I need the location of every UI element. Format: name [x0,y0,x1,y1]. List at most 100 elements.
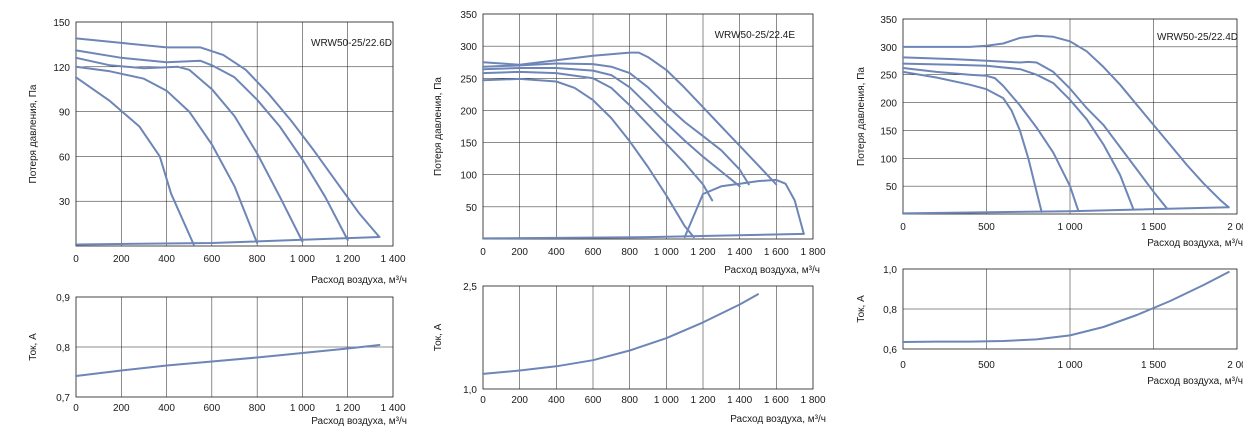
series-line [482,293,759,375]
x-tick-label: 400 [158,254,175,265]
series-line [482,62,750,186]
x-tick-label: 400 [548,247,565,258]
x-tick-label: 400 [548,395,565,406]
y-tick-label: 0,8 [56,343,70,354]
x-tick-label: 400 [158,403,175,414]
x-tick-label: 1 000 [1057,360,1082,371]
x-tick-label: 0 [900,222,906,233]
model-title: WRW50-25/22.6D [311,38,392,49]
series-line [75,37,381,238]
x-tick-label: 800 [621,395,638,406]
y-tick-label: 2,5 [463,282,477,293]
model-title: WRW50-25/22.4E [715,30,796,41]
plot-frame [482,13,814,240]
x-tick-label: 500 [978,222,995,233]
series-line [902,67,1080,212]
y-tick-label: 200 [460,106,477,117]
y-tick-label: 0,7 [56,393,70,404]
x-tick-label: 1 400 [727,395,752,406]
y-tick-label: 150 [53,18,70,29]
plot-frame [482,285,814,390]
x-tick-label: 0 [73,403,79,414]
y-tick-label: 50 [886,182,898,193]
y-tick-label: 0,9 [56,293,70,304]
x-tick-label: 1 800 [800,247,825,258]
series-line [75,65,259,244]
series-line [482,51,778,186]
model-title: WRW50-25/22.4D [1157,32,1238,43]
x-tick-label: 1 500 [1141,222,1166,233]
series-line [482,232,805,240]
x-tick-label: 1 400 [380,403,405,414]
x-tick-label: 1 200 [335,403,360,414]
x-tick-label: 0 [480,395,486,406]
series-line [75,49,349,241]
y-tick-label: 50 [466,203,478,214]
x-tick-label: 600 [204,403,221,414]
y-axis-label: Потеря давления, Па [856,67,867,166]
series-line [902,62,1135,211]
y-tick-label: 30 [59,197,71,208]
x-tick-label: 200 [113,254,130,265]
series-line [75,344,381,377]
series-line [482,70,714,202]
x-tick-label: 200 [511,247,528,258]
x-tick-label: 800 [249,254,266,265]
series-line [482,77,695,239]
x-axis-label: Расход воздуха, м³/ч [311,275,407,286]
y-axis-label: Потеря давления, Па [433,77,444,176]
x-tick-label: 800 [249,403,266,414]
y-tick-label: 250 [880,71,897,82]
y-tick-label: 200 [880,99,897,110]
x-axis-label: Расход воздуха, м³/ч [1147,376,1243,387]
x-tick-label: 0 [900,360,906,371]
y-tick-label: 100 [460,171,477,182]
x-tick-label: 2 00 [1227,360,1243,371]
y-axis-label: Ток, А [856,295,867,323]
x-tick-label: 1 000 [290,403,315,414]
x-tick-label: 1 200 [690,395,715,406]
y-tick-label: 60 [59,152,71,163]
x-axis-label: Расход воздуха, м³/ч [311,416,407,427]
y-axis-label: Ток, А [28,333,39,361]
series-line [902,56,1168,210]
x-tick-label: 600 [204,254,221,265]
series-line [902,70,1043,213]
x-tick-label: 800 [621,247,638,258]
x-tick-label: 0 [480,247,486,258]
x-tick-label: 0 [73,254,79,265]
x-axis-label: Расход воздуха, м³/ч [1147,238,1243,249]
x-axis-label: Расход воздуха, м³/ч [724,265,820,276]
series-line [75,76,195,246]
x-tick-label: 600 [585,247,602,258]
x-tick-label: 200 [511,395,528,406]
series-line [902,34,1230,209]
x-tick-label: 1 000 [290,254,315,265]
series-line [482,67,741,188]
plot-frame [75,21,394,247]
y-tick-label: 300 [880,43,897,54]
x-tick-label: 1 000 [654,395,679,406]
y-tick-label: 150 [880,126,897,137]
x-tick-label: 1 500 [1141,360,1166,371]
x-tick-label: 1 000 [1057,222,1082,233]
y-tick-label: 1,0 [883,265,897,276]
x-tick-label: 200 [113,403,130,414]
series-line [902,206,1230,215]
x-tick-label: 1 000 [654,247,679,258]
y-tick-label: 350 [460,10,477,21]
series-line [75,236,381,246]
x-tick-label: 1 600 [764,395,789,406]
y-axis-label: Потеря давления, Па [28,84,39,183]
x-tick-label: 2 00 [1227,222,1243,233]
y-axis-label: Ток, А [433,323,444,351]
y-tick-label: 250 [460,74,477,85]
y-tick-label: 0,8 [883,305,897,316]
x-tick-label: 500 [978,360,995,371]
